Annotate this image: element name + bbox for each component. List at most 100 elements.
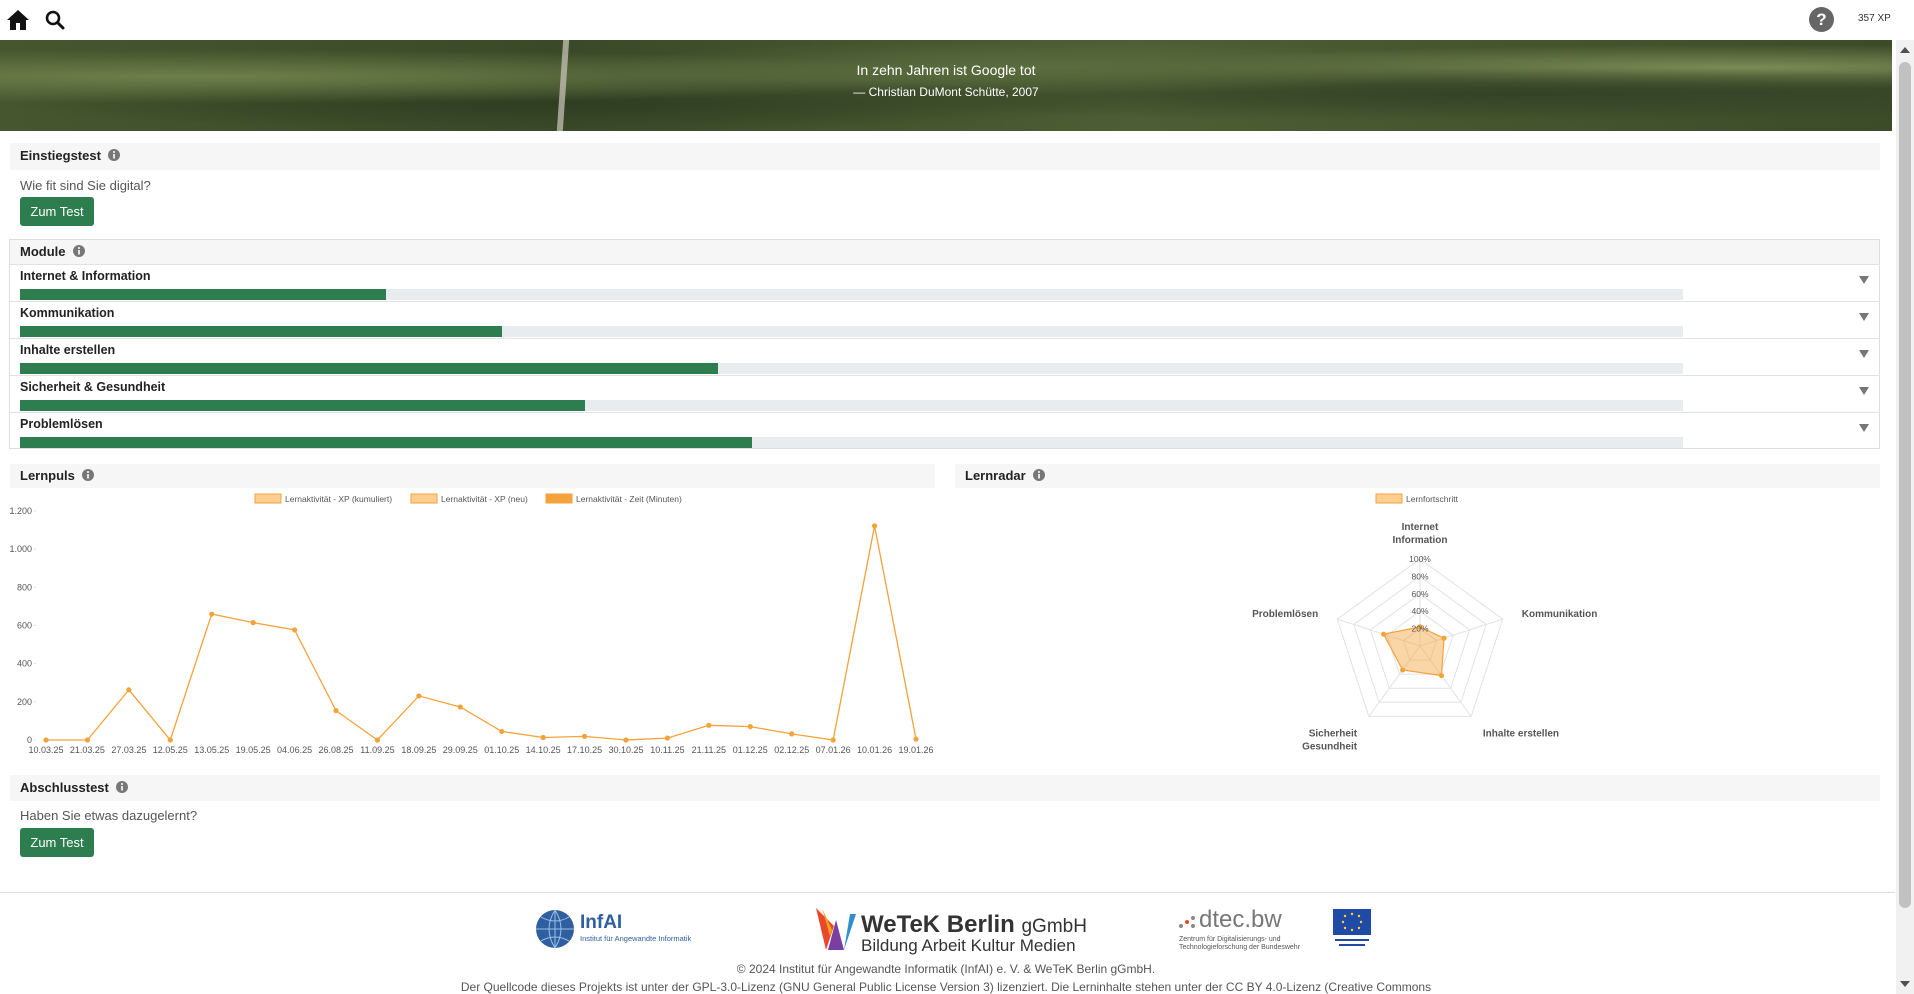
progress-track: [20, 363, 1683, 374]
x-tick-label: 29.09.25: [443, 745, 478, 755]
test-button[interactable]: Zum Test: [20, 197, 94, 226]
expand-arrow: [1859, 350, 1869, 358]
radar-chart: Lernfortschritt 20% 40% 60% 80% 100% Internet I…: [1252, 493, 1598, 753]
scroll-down[interactable]: [1896, 978, 1914, 990]
r-tick-label: 20%: [1411, 624, 1428, 634]
data-point: [84, 737, 91, 743]
xp-counter: 357 XP: [1858, 13, 1891, 24]
data-point: [291, 627, 298, 633]
arrow-shape: [1859, 350, 1869, 358]
quote-banner: In zehn Jahren ist Google tot — Christia…: [0, 40, 1892, 131]
module-row[interactable]: Internet & Information: [10, 264, 1880, 302]
wetek-logo-sub: Bildung Arbeit Kultur Medien: [861, 936, 1076, 955]
section-text: Wie fit sind Sie digital?: [20, 178, 151, 193]
x-tick-label: 26.08.25: [318, 745, 353, 755]
module-row[interactable]: Sicherheit & Gesundheit: [10, 375, 1880, 413]
x-tick-label: 01.10.25: [484, 745, 519, 755]
x-tick-label: 18.09.25: [401, 745, 436, 755]
grid-ring: [1386, 610, 1454, 675]
scroll-up[interactable]: [1896, 44, 1914, 56]
radar-area: [1382, 626, 1445, 677]
axis-label: Inhalte erstellen: [1483, 729, 1559, 740]
data-point: [250, 620, 256, 626]
legend-swatch: [410, 493, 438, 504]
data-point: [1380, 631, 1387, 637]
expand-arrow: [1859, 424, 1869, 432]
data-point: [167, 737, 173, 743]
info-icon[interactable]: [115, 780, 129, 794]
data-point: [43, 737, 49, 743]
grid-spoke: [1337, 618, 1421, 647]
axis-label: Kommunikation: [1522, 609, 1598, 620]
section-title: Lernpuls: [20, 468, 75, 483]
x-tick-label: 10.11.25: [650, 745, 684, 755]
section-text: Haben Sie etwas dazugelernt?: [20, 808, 198, 823]
dtec-logo-sub: Zentrum für Digitalisierungs- und Technol…: [1179, 936, 1300, 952]
wetek-logo-text: WeTeK Berlin gGmbH: [861, 911, 1087, 939]
x-tick-label: 27.03.25: [111, 745, 146, 755]
arrow-shape: [1859, 387, 1869, 395]
dtec-sub-line: Zentrum für Digitalisierungs- und: [1179, 936, 1281, 943]
grid-ring: [1336, 558, 1504, 717]
footer-license: Der Quellcode dieses Projekts ist unter …: [460, 980, 1432, 994]
x-tick-label: 19.05.25: [236, 745, 271, 755]
axis-label: Sicherheit: [1309, 729, 1358, 740]
data-point: [499, 728, 505, 735]
section-header: Module: [10, 240, 1879, 264]
scrollbar-thumb[interactable]: [1899, 62, 1911, 908]
module-row[interactable]: Inhalte erstellen: [10, 338, 1880, 376]
module-row[interactable]: Problemlösen: [10, 412, 1880, 450]
data-point: [623, 737, 629, 743]
x-tick-label: 14.10.25: [526, 745, 561, 755]
progress-track: [20, 326, 1683, 337]
module-name: Inhalte erstellen: [20, 343, 116, 357]
axis-label: Gesundheit: [1302, 742, 1358, 753]
test-button[interactable]: Zum Test: [20, 828, 94, 857]
section-header: Lernradar: [955, 464, 1880, 488]
search-icon[interactable]: [45, 10, 65, 30]
x-tick-label: 21.11.25: [692, 745, 726, 755]
module-row[interactable]: Kommunikation: [10, 301, 1880, 339]
data-point: [1400, 667, 1406, 673]
grid-spoke: [1419, 645, 1472, 717]
dtec-logo-text: dtec.bw: [1199, 906, 1282, 933]
wetek-name: WeTeK Berlin: [861, 911, 1015, 938]
progress-bar: [20, 326, 503, 337]
x-tick-label: 17.10.25: [567, 745, 602, 755]
data-point: [664, 735, 671, 741]
y-tick-label: 200: [17, 697, 32, 707]
expand-arrow: [1859, 276, 1869, 284]
progress-track: [20, 437, 1683, 448]
r-tick-label: 80%: [1411, 571, 1428, 581]
legend-label: Lernaktivität - XP (kumuliert): [285, 494, 392, 504]
data-point: [789, 731, 795, 737]
x-tick-label: 13.05.25: [194, 745, 229, 755]
section-title: Einstiegstest: [20, 148, 101, 163]
footer-divider: [0, 892, 1895, 893]
x-tick-label: 10.01.26: [857, 745, 892, 755]
data-point: [1438, 672, 1445, 679]
footer-copyright: © 2024 Institut für Angewandte Informati…: [736, 962, 1156, 976]
y-tick-label: 0: [27, 735, 32, 745]
data-point: [209, 611, 215, 617]
x-tick-label: 07.01.26: [816, 745, 851, 755]
home-icon[interactable]: [6, 9, 30, 31]
module-name: Problemlösen: [20, 417, 103, 431]
data-point: [1417, 624, 1423, 630]
infai-globe: [536, 909, 574, 949]
x-tick-label: 30.10.25: [608, 745, 643, 755]
info-icon[interactable]: [107, 148, 121, 162]
data-point: [374, 737, 381, 743]
grid-spoke: [1419, 618, 1503, 647]
data-point: [1441, 635, 1447, 641]
info-icon[interactable]: [1032, 468, 1046, 482]
data-point: [126, 687, 132, 693]
infai-logo-sub: Institut für Angewandte Informatik: [580, 934, 692, 943]
info-icon[interactable]: [72, 244, 86, 258]
section-header: Lernpuls: [10, 464, 935, 488]
data-point: [747, 724, 753, 730]
axis-label: Problemlösen: [1252, 609, 1318, 620]
info-icon[interactable]: [81, 468, 95, 482]
help-button[interactable]: ?: [1809, 7, 1834, 32]
progress-bar: [20, 289, 386, 300]
